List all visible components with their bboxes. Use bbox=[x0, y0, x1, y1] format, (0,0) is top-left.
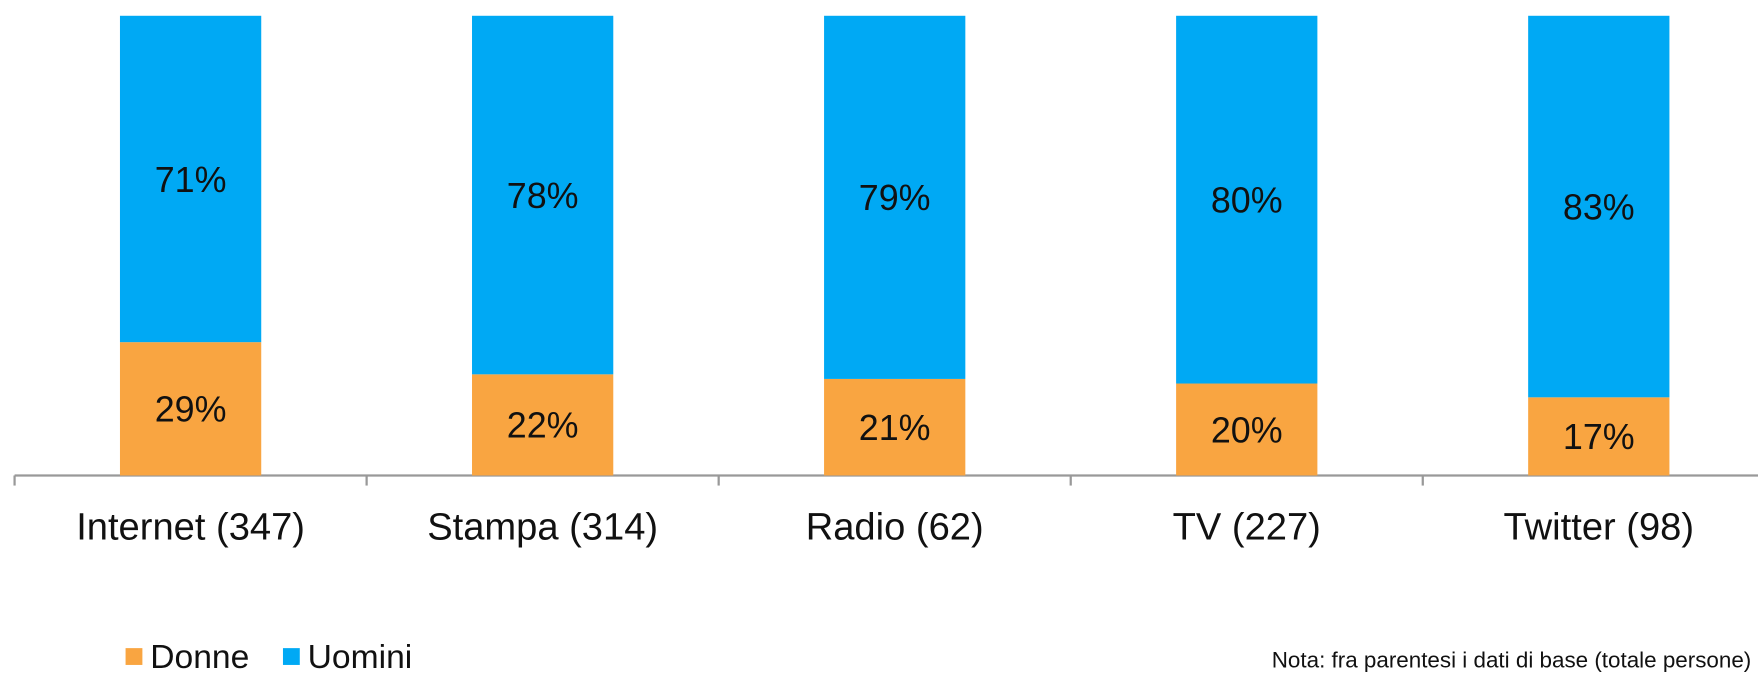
bar-segment bbox=[824, 15, 966, 379]
x-tick-label: Internet (347) bbox=[76, 506, 305, 548]
note: Nota: fra parentesi i dati di base (tota… bbox=[1272, 648, 1752, 673]
data-label: 71% bbox=[155, 160, 227, 200]
x-tick-label: TV (227) bbox=[1173, 506, 1321, 548]
legend-swatch bbox=[282, 648, 300, 665]
legend-label: Uomini bbox=[308, 639, 413, 674]
bar-segment bbox=[1528, 15, 1670, 398]
bar-segment bbox=[472, 15, 614, 375]
x-tick-label: Radio (62) bbox=[806, 506, 984, 548]
legend-swatch bbox=[125, 648, 143, 665]
bar-segment bbox=[824, 378, 966, 476]
data-label: 79% bbox=[859, 178, 931, 218]
bar-segment bbox=[472, 374, 614, 476]
data-label: 83% bbox=[1563, 187, 1635, 227]
data-label: 78% bbox=[507, 176, 579, 216]
bar-segment bbox=[1176, 383, 1318, 476]
bar-segment bbox=[1528, 397, 1670, 476]
bar-segment bbox=[119, 15, 262, 343]
x-tick-label: Twitter (98) bbox=[1503, 506, 1694, 548]
data-label: 17% bbox=[1563, 417, 1635, 457]
bar-segment bbox=[1176, 15, 1318, 384]
x-tick-label: Stampa (314) bbox=[427, 506, 658, 548]
data-label: 20% bbox=[1211, 410, 1283, 450]
legend-label: Donne bbox=[150, 639, 249, 674]
data-label: 80% bbox=[1211, 180, 1283, 220]
data-label: 21% bbox=[859, 408, 931, 448]
bar-segment bbox=[119, 342, 262, 476]
data-label: 29% bbox=[155, 390, 227, 430]
data-label: 22% bbox=[507, 406, 579, 446]
